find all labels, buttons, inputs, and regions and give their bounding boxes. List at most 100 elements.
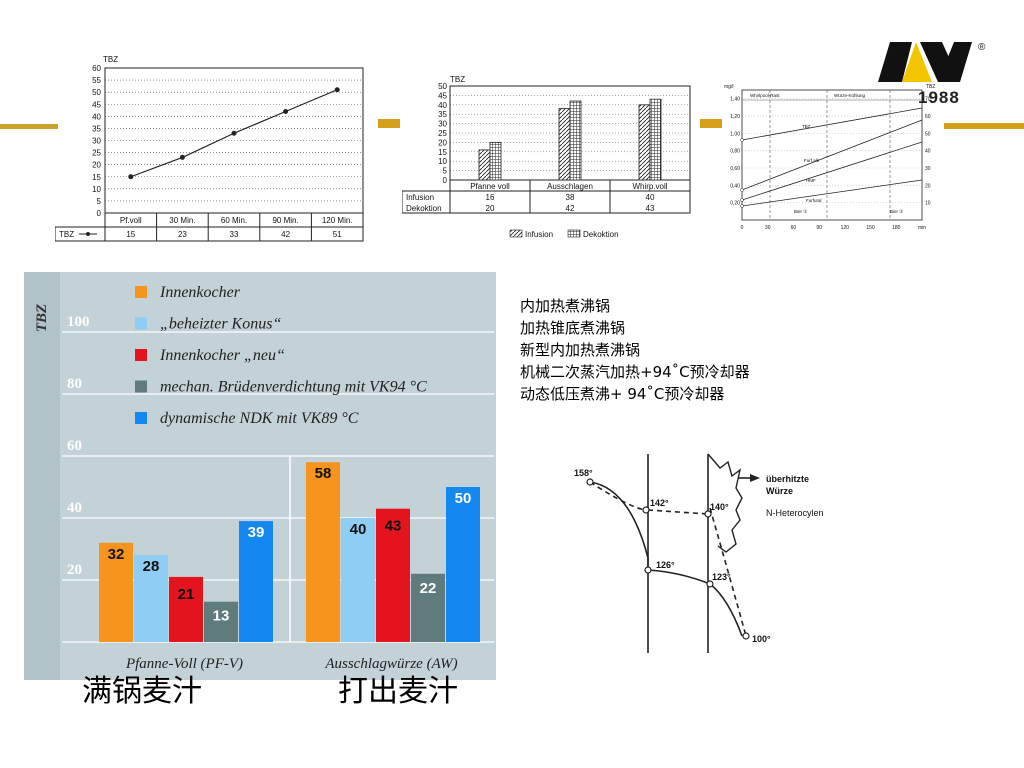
data-point xyxy=(740,138,744,142)
y-tick-label-right: 60 xyxy=(925,114,931,120)
y-tick-label: 35 xyxy=(92,124,101,133)
bar xyxy=(649,98,662,181)
table-row-label: TBZ xyxy=(59,230,74,239)
y-tick-label-left: 0,80 xyxy=(730,149,740,155)
series-label: Furf.alk xyxy=(804,158,820,163)
y-tick-label: 25 xyxy=(438,129,447,138)
table-value: 15 xyxy=(126,230,135,239)
label-heterocycles: N-Heterocylen xyxy=(766,508,824,518)
y-tick-label: 60 xyxy=(67,438,82,454)
x-tick-label: 120 Min. xyxy=(322,216,353,225)
data-point xyxy=(128,174,134,180)
x-tick-label: 120 xyxy=(841,225,850,231)
y-axis-label: TBZ xyxy=(103,55,118,64)
bar xyxy=(169,576,203,642)
annotation: Bier ② xyxy=(890,209,904,214)
table-value: 40 xyxy=(646,193,655,202)
y-tick-label: 25 xyxy=(92,149,101,158)
table-value: 23 xyxy=(178,230,187,239)
y-axis-label-right: TBZ xyxy=(926,84,935,90)
bar xyxy=(306,462,340,642)
cn-legend-item: 动态低压煮沸+ 94˚C预冷却器 xyxy=(520,385,725,403)
bar xyxy=(376,508,410,642)
group-label: Ausschlagwürze (AW) xyxy=(324,656,457,672)
y-tick-label-left: 0,40 xyxy=(730,183,740,189)
table-value: 42 xyxy=(281,230,290,239)
y-axis-band xyxy=(24,272,60,680)
temp-label: 123° xyxy=(712,572,731,582)
y-tick-label-left: 1,00 xyxy=(730,131,740,137)
legend-label: „beheizter Konus“ xyxy=(160,316,281,333)
y-tick-label-right: 40 xyxy=(925,149,931,155)
legend-label: Innenkocher xyxy=(159,284,241,301)
data-label: 40 xyxy=(350,521,367,538)
bar xyxy=(489,142,502,181)
temp-label: 140° xyxy=(710,502,729,512)
bar xyxy=(204,601,238,642)
y-tick-label: 20 xyxy=(67,562,82,578)
series-label: Furfural xyxy=(806,198,822,203)
table-value: 43 xyxy=(646,204,655,213)
data-label: 39 xyxy=(248,524,265,541)
x-tick-label: 30 xyxy=(765,225,771,231)
x-tick-label: min xyxy=(918,225,926,231)
y-tick-label: 45 xyxy=(92,100,101,109)
data-label: 43 xyxy=(385,518,402,535)
series-line xyxy=(741,119,923,191)
phase-label: Würze-Kühlung xyxy=(834,93,866,98)
series-label: TBZ xyxy=(802,124,811,129)
y-tick-label-left: 1,40 xyxy=(730,97,740,103)
data-point xyxy=(179,154,185,160)
data-label: 28 xyxy=(143,558,160,575)
legend-swatch xyxy=(135,349,147,361)
data-label: 58 xyxy=(315,465,332,482)
y-tick-label-left: 1,20 xyxy=(730,114,740,120)
gold-stripe-right xyxy=(944,123,1024,129)
series-line xyxy=(741,107,923,141)
table-value: 42 xyxy=(566,204,575,213)
legend-label: mechan. Brüdenverdichtung mit VK94 °C xyxy=(160,379,427,396)
x-tick-label: Pf.voll xyxy=(120,216,142,225)
legend-swatch xyxy=(135,286,147,298)
y-tick-label: 0 xyxy=(443,176,448,185)
series-label: HMF xyxy=(806,178,816,183)
bar xyxy=(638,104,651,181)
x-tick-label: 60 xyxy=(791,225,797,231)
y-tick-label: 5 xyxy=(443,167,448,176)
bar xyxy=(341,518,375,642)
y-tick-label: 20 xyxy=(92,161,101,170)
gold-stripe-mid2 xyxy=(700,119,722,128)
data-label: 50 xyxy=(455,490,472,507)
table-row-label: Dekoktion xyxy=(406,204,442,213)
y-tick-label-right: 50 xyxy=(925,131,931,137)
y-axis-label: TBZ xyxy=(450,75,465,84)
y-tick-label: 30 xyxy=(92,137,101,146)
chart-boiling-systems: TBZ 20 40 60 80 100 32 28 21 13 39 Pfanne-Voll (PF-… xyxy=(24,272,496,680)
bar xyxy=(99,542,133,642)
y-tick-label: 0 xyxy=(97,209,102,218)
x-tick-label: 180 xyxy=(892,225,901,231)
y-tick-label: 35 xyxy=(438,110,447,119)
temp-label: 158° xyxy=(574,468,593,478)
bar xyxy=(558,108,571,181)
data-point xyxy=(334,87,340,93)
temp-label: 100° xyxy=(752,634,771,644)
bar xyxy=(239,521,273,642)
table-value: 20 xyxy=(486,204,495,213)
table-legend-marker xyxy=(86,232,90,236)
cn-legend-item: 机械二次蒸汽加热+94˚C预冷却器 xyxy=(520,363,750,381)
y-tick-label: 15 xyxy=(92,173,101,182)
logo-year: 1988 xyxy=(918,88,960,107)
chart-tbz-line: TBZ 0 5 10 15 20 25 30 35 40 45 50 55 60 Pf.voll 15 30 M… xyxy=(55,55,364,242)
y-tick-label: 30 xyxy=(438,120,447,129)
temp-label: 126° xyxy=(656,560,675,570)
legend-label: Dekoktion xyxy=(583,230,619,239)
y-tick-label-right: 70 xyxy=(925,97,931,103)
y-tick-label: 50 xyxy=(92,88,101,97)
table-value: 38 xyxy=(566,193,575,202)
legend-swatch xyxy=(135,317,147,330)
y-tick-label-left: 0,60 xyxy=(730,166,740,172)
bar xyxy=(134,555,168,642)
legend-swatch xyxy=(135,380,147,393)
y-tick-label: 10 xyxy=(438,157,447,166)
